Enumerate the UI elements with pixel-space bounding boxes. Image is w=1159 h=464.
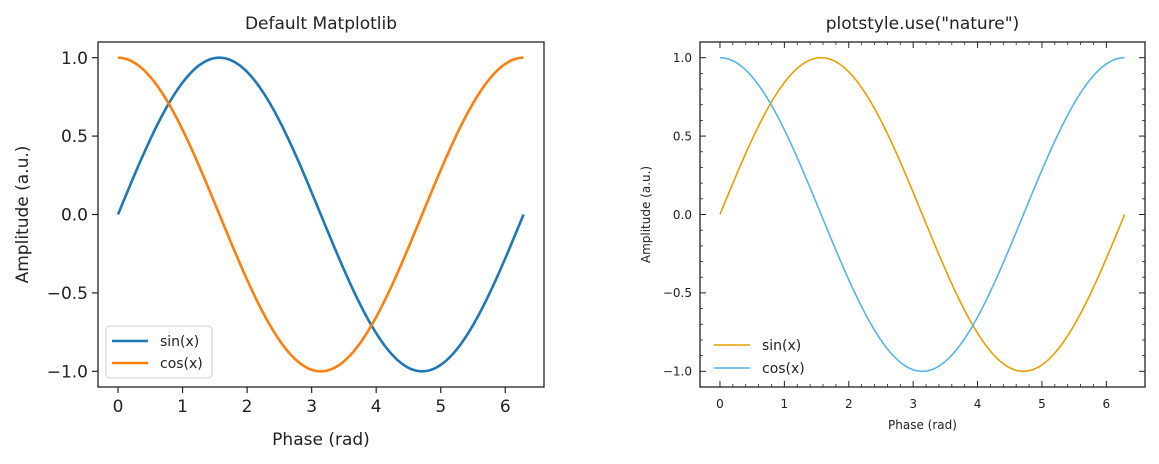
chart-default-matplotlib: Default Matplotlib 0 1 2 3 4 5 6 1.0 0.5 0.0 −0.5 −1…: [13, 14, 545, 450]
legend-label-sin: sin(x): [160, 334, 199, 350]
y-tick-label: 0.0: [61, 206, 88, 226]
series-line-sin: [719, 56, 1126, 373]
legend: sin(x) cos(x): [714, 338, 805, 377]
x-tick-label: 6: [500, 397, 511, 417]
y-tick-label: 1.0: [61, 49, 88, 69]
series-line-sin: [116, 56, 525, 373]
x-tick-label: 1: [177, 397, 188, 417]
legend-frame: [105, 325, 213, 379]
y-axis-label: Amplitude (a.u.): [13, 146, 33, 284]
x-tick-label: 4: [371, 397, 382, 417]
y-tick-label: −1.0: [47, 362, 88, 382]
chart-title: Default Matplotlib: [245, 14, 397, 34]
x-tick-label: 4: [974, 397, 982, 411]
x-tick-label: 3: [909, 397, 917, 411]
x-tick-label: 1: [781, 397, 789, 411]
x-tick-label: 6: [1103, 397, 1111, 411]
x-tick-label: 5: [435, 397, 446, 417]
x-tick-label: 0: [113, 397, 124, 417]
y-tick-label: 0.0: [673, 208, 692, 222]
x-tick-label: 2: [845, 397, 853, 411]
y-tick-label: 0.5: [61, 127, 88, 147]
x-tick-label: 0: [716, 397, 724, 411]
x-axis-label: Phase (rad): [888, 418, 957, 432]
x-tick-label: 5: [1038, 397, 1046, 411]
x-tick-label: 2: [242, 397, 253, 417]
legend-label-cos: cos(x): [160, 356, 203, 372]
legend-label-sin: sin(x): [762, 338, 801, 354]
chart-nature-style: plotstyle.use("nature") 0 1 2 3 4 5 6 1.0 0.5 0.0 −…: [639, 14, 1146, 432]
y-axis-label: Amplitude (a.u.): [639, 166, 653, 263]
y-tick-label: 1.0: [673, 51, 692, 65]
legend-label-cos: cos(x): [762, 361, 805, 377]
series-line-cos: [719, 56, 1125, 373]
x-tick-label: 3: [306, 397, 317, 417]
y-tick-label: −1.0: [663, 365, 692, 379]
chart-title: plotstyle.use("nature"): [826, 14, 1019, 34]
x-axis-label: Phase (rad): [272, 430, 370, 450]
y-tick-label: −0.5: [47, 284, 88, 304]
y-tick-label: −0.5: [663, 286, 692, 300]
series-line-cos: [117, 56, 524, 373]
legend: sin(x) cos(x): [105, 325, 213, 379]
y-tick-label: 0.5: [673, 129, 692, 143]
